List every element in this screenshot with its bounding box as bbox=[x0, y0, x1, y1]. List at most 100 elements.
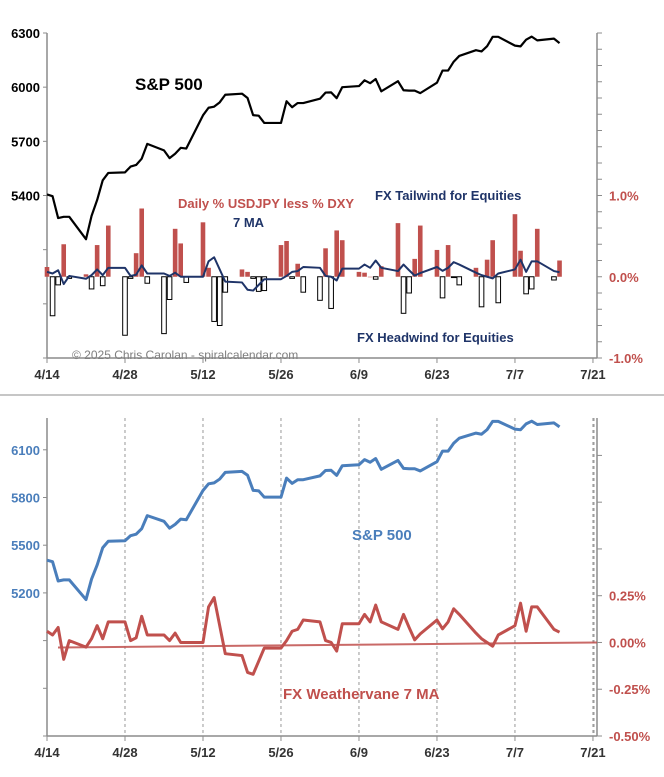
positive-bar bbox=[61, 244, 67, 277]
negative-bar bbox=[222, 276, 229, 293]
x-tick-label: 4/28 bbox=[112, 745, 137, 760]
negative-bar bbox=[551, 276, 557, 281]
x-tick-label: 7/21 bbox=[580, 745, 605, 760]
positive-bar bbox=[417, 225, 423, 277]
negative-bar bbox=[450, 276, 457, 279]
x-tick-label: 6/9 bbox=[350, 745, 368, 760]
positive-bar bbox=[200, 222, 206, 277]
positive-bar bbox=[378, 266, 384, 277]
negative-bar bbox=[88, 276, 95, 290]
positive-bar bbox=[362, 272, 367, 277]
left-tick-label: 5400 bbox=[11, 189, 40, 204]
left-tick-label: 6300 bbox=[11, 26, 40, 41]
right-tick-label: -0.25% bbox=[609, 682, 651, 697]
negative-bar bbox=[211, 276, 217, 322]
right-tick-label: 0.25% bbox=[609, 589, 646, 604]
positive-bar bbox=[367, 276, 373, 278]
positive-bar bbox=[278, 245, 284, 277]
negative-bar bbox=[495, 276, 502, 304]
ma7-line bbox=[46, 256, 560, 292]
x-tick-label: 5/26 bbox=[268, 367, 293, 382]
left-tick-label: 5500 bbox=[11, 538, 40, 553]
left-tick-label: 5700 bbox=[11, 134, 40, 149]
copyright-label: © 2025 Chris Carolan - spiralcalendar.co… bbox=[72, 348, 298, 362]
negative-bar bbox=[372, 276, 379, 280]
positive-bar bbox=[284, 241, 289, 277]
x-tick-label: 7/21 bbox=[580, 367, 605, 382]
negative-bar bbox=[328, 276, 334, 309]
positive-bar bbox=[139, 208, 145, 277]
positive-bar bbox=[334, 230, 339, 277]
negative-bar bbox=[439, 276, 446, 299]
bottom-panel: 6100 5800 5500 5200 0.25% 0.00% -0.25% -0.50% 4/… bbox=[11, 418, 651, 760]
left-tick-label: 5200 bbox=[11, 586, 40, 601]
negative-bar bbox=[250, 276, 256, 279]
top-ma-label: 7 MA bbox=[233, 215, 265, 230]
positive-bar bbox=[490, 240, 495, 277]
left-tick-label: 6100 bbox=[11, 443, 40, 458]
negative-bar bbox=[99, 276, 106, 287]
negative-bar bbox=[400, 276, 407, 314]
right-tick-label: 0.00% bbox=[609, 635, 646, 650]
right-tick-label: -1.0% bbox=[609, 351, 643, 366]
positive-bar bbox=[518, 250, 523, 277]
positive-bar bbox=[83, 274, 89, 277]
negative-bar bbox=[300, 276, 307, 293]
negative-bar bbox=[144, 276, 151, 284]
negative-bar bbox=[166, 276, 173, 300]
top-panel: 6300 6000 5700 5400 1.0% 0.0% -1.0% 4/14 4/28 5/1… bbox=[11, 26, 643, 382]
right-tick-label: -0.50% bbox=[609, 729, 651, 744]
positive-bar bbox=[245, 271, 250, 277]
top-sp500-label: S&P 500 bbox=[135, 75, 203, 94]
negative-bar bbox=[406, 276, 412, 294]
bottom-sp500-line bbox=[46, 419, 561, 602]
right-tick-label: 1.0% bbox=[609, 189, 639, 204]
weathervane-label: FX Weathervane 7 MA bbox=[283, 686, 440, 703]
positive-bar bbox=[105, 225, 111, 277]
trendline bbox=[57, 641, 598, 649]
positive-bar bbox=[172, 228, 178, 277]
positive-bar bbox=[512, 214, 518, 277]
x-tick-label: 7/7 bbox=[506, 745, 524, 760]
negative-bar bbox=[55, 276, 61, 286]
negative-bar bbox=[317, 276, 323, 301]
daily-pct-label: Daily % USDJPY less % DXY bbox=[178, 196, 354, 211]
x-tick-label: 6/23 bbox=[424, 745, 449, 760]
negative-bar bbox=[456, 276, 463, 286]
positive-bar bbox=[178, 243, 184, 277]
positive-bar bbox=[323, 248, 328, 277]
positive-bar bbox=[339, 240, 345, 277]
positive-bar bbox=[206, 267, 211, 277]
tailwind-label: FX Tailwind for Equities bbox=[375, 188, 521, 203]
x-tick-label: 5/12 bbox=[190, 745, 215, 760]
positive-bar bbox=[395, 223, 401, 277]
bottom-sp500-label: S&P 500 bbox=[352, 527, 412, 544]
x-tick-label: 4/28 bbox=[112, 367, 137, 382]
sp500-line bbox=[46, 35, 561, 241]
weathervane-ma-line bbox=[46, 596, 561, 676]
left-tick-label: 6000 bbox=[11, 80, 40, 95]
x-tick-label: 7/7 bbox=[506, 367, 524, 382]
negative-bar bbox=[261, 276, 268, 292]
positive-bar bbox=[434, 249, 440, 277]
x-tick-label: 5/26 bbox=[268, 745, 293, 760]
negative-bar bbox=[122, 276, 128, 336]
x-tick-label: 5/12 bbox=[190, 367, 215, 382]
x-tick-label: 4/14 bbox=[34, 745, 60, 760]
x-tick-label: 6/23 bbox=[424, 367, 449, 382]
negative-bar bbox=[528, 276, 535, 290]
x-tick-label: 4/14 bbox=[34, 367, 60, 382]
headwind-label: FX Headwind for Equities bbox=[357, 330, 514, 345]
positive-bar bbox=[239, 269, 245, 277]
negative-bar bbox=[49, 276, 56, 317]
right-tick-label: 0.0% bbox=[609, 270, 639, 285]
negative-bar bbox=[161, 276, 167, 335]
negative-bar bbox=[523, 276, 529, 295]
positive-bar bbox=[484, 259, 490, 277]
positive-bar bbox=[356, 271, 362, 277]
positive-bar bbox=[445, 245, 451, 277]
negative-bar bbox=[216, 276, 223, 326]
positive-bar bbox=[133, 253, 139, 277]
negative-bar bbox=[478, 276, 485, 308]
